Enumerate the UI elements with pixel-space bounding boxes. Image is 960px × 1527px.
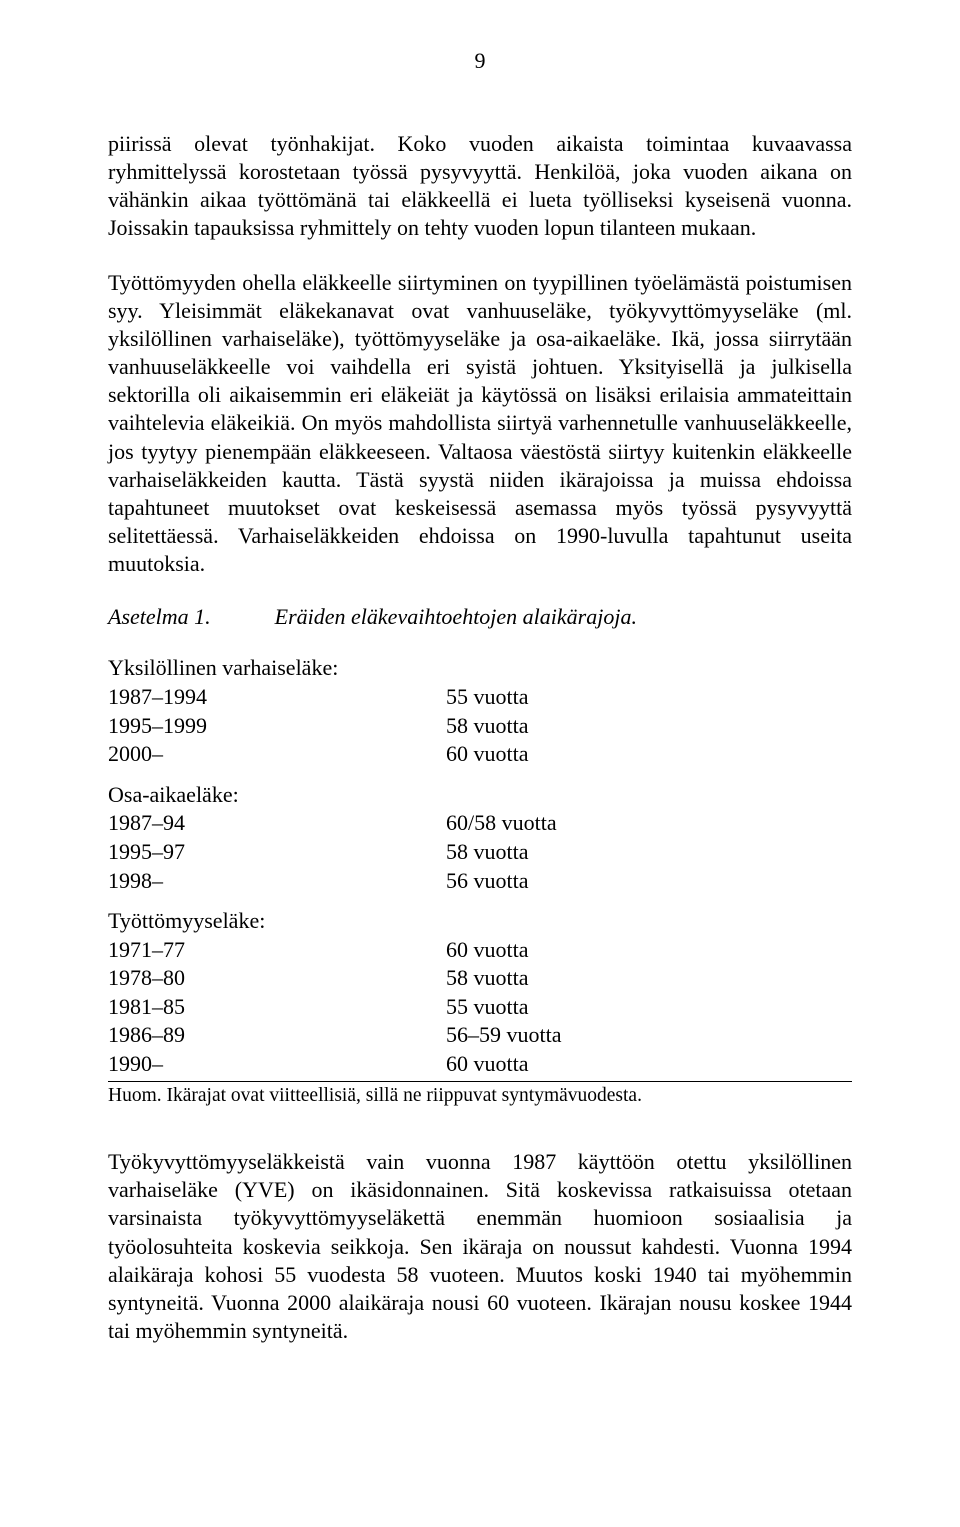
- period-cell: 1978–80: [108, 964, 446, 993]
- table-row: 1990– 60 vuotta: [108, 1050, 852, 1079]
- table-row: 1987–1994 55 vuotta: [108, 683, 852, 712]
- period-cell: 1971–77: [108, 936, 446, 965]
- section-header: Työttömyyseläke:: [108, 907, 852, 936]
- body-paragraph-1: piirissä olevat työnhakijat. Koko vuoden…: [108, 130, 852, 243]
- body-paragraph-2: Työttömyyden ohella eläkkeelle siirtymin…: [108, 269, 852, 579]
- value-cell: 56–59 vuotta: [446, 1021, 852, 1050]
- value-cell: 58 vuotta: [446, 712, 852, 741]
- period-cell: 1990–: [108, 1050, 446, 1079]
- table-footnote: Huom. Ikärajat ovat viitteellisiä, sillä…: [108, 1084, 852, 1108]
- value-cell: 56 vuotta: [446, 867, 852, 896]
- value-cell: 60/58 vuotta: [446, 809, 852, 838]
- period-cell: 1995–97: [108, 838, 446, 867]
- value-cell: 58 vuotta: [446, 964, 852, 993]
- table-row: 1987–94 60/58 vuotta: [108, 809, 852, 838]
- period-cell: 1987–94: [108, 809, 446, 838]
- table-row: 1986–89 56–59 vuotta: [108, 1021, 852, 1050]
- table-caption: Eräiden eläkevaihtoehtojen alaikärajoja.: [275, 604, 637, 629]
- value-cell: 60 vuotta: [446, 936, 852, 965]
- table-divider: [108, 1081, 852, 1082]
- value-cell: 60 vuotta: [446, 1050, 852, 1079]
- section-header: Yksilöllinen varhaiseläke:: [108, 654, 852, 683]
- body-paragraph-3: Työkyvyttömyyseläkkeistä vain vuonna 198…: [108, 1148, 852, 1345]
- table-row: 1971–77 60 vuotta: [108, 936, 852, 965]
- value-cell: 58 vuotta: [446, 838, 852, 867]
- period-cell: 1981–85: [108, 993, 446, 1022]
- table-row: 1995–1999 58 vuotta: [108, 712, 852, 741]
- table-row: 1978–80 58 vuotta: [108, 964, 852, 993]
- pension-age-table: Yksilöllinen varhaiseläke: 1987–1994 55 …: [108, 654, 852, 1108]
- table-row: 1981–85 55 vuotta: [108, 993, 852, 1022]
- table-section: Osa-aikaeläke: 1987–94 60/58 vuotta 1995…: [108, 781, 852, 895]
- table-title: Asetelma 1. Eräiden eläkevaihtoehtojen al…: [108, 604, 852, 630]
- table-row: 1995–97 58 vuotta: [108, 838, 852, 867]
- table-row: 1998– 56 vuotta: [108, 867, 852, 896]
- value-cell: 55 vuotta: [446, 993, 852, 1022]
- period-cell: 1995–1999: [108, 712, 446, 741]
- table-row: 2000– 60 vuotta: [108, 740, 852, 769]
- period-cell: 1987–1994: [108, 683, 446, 712]
- table-section: Työttömyyseläke: 1971–77 60 vuotta 1978–…: [108, 907, 852, 1079]
- page-number: 9: [108, 48, 852, 74]
- table-label: Asetelma 1.: [108, 604, 211, 629]
- period-cell: 2000–: [108, 740, 446, 769]
- value-cell: 60 vuotta: [446, 740, 852, 769]
- value-cell: 55 vuotta: [446, 683, 852, 712]
- period-cell: 1998–: [108, 867, 446, 896]
- period-cell: 1986–89: [108, 1021, 446, 1050]
- section-header: Osa-aikaeläke:: [108, 781, 852, 810]
- table-section: Yksilöllinen varhaiseläke: 1987–1994 55 …: [108, 654, 852, 768]
